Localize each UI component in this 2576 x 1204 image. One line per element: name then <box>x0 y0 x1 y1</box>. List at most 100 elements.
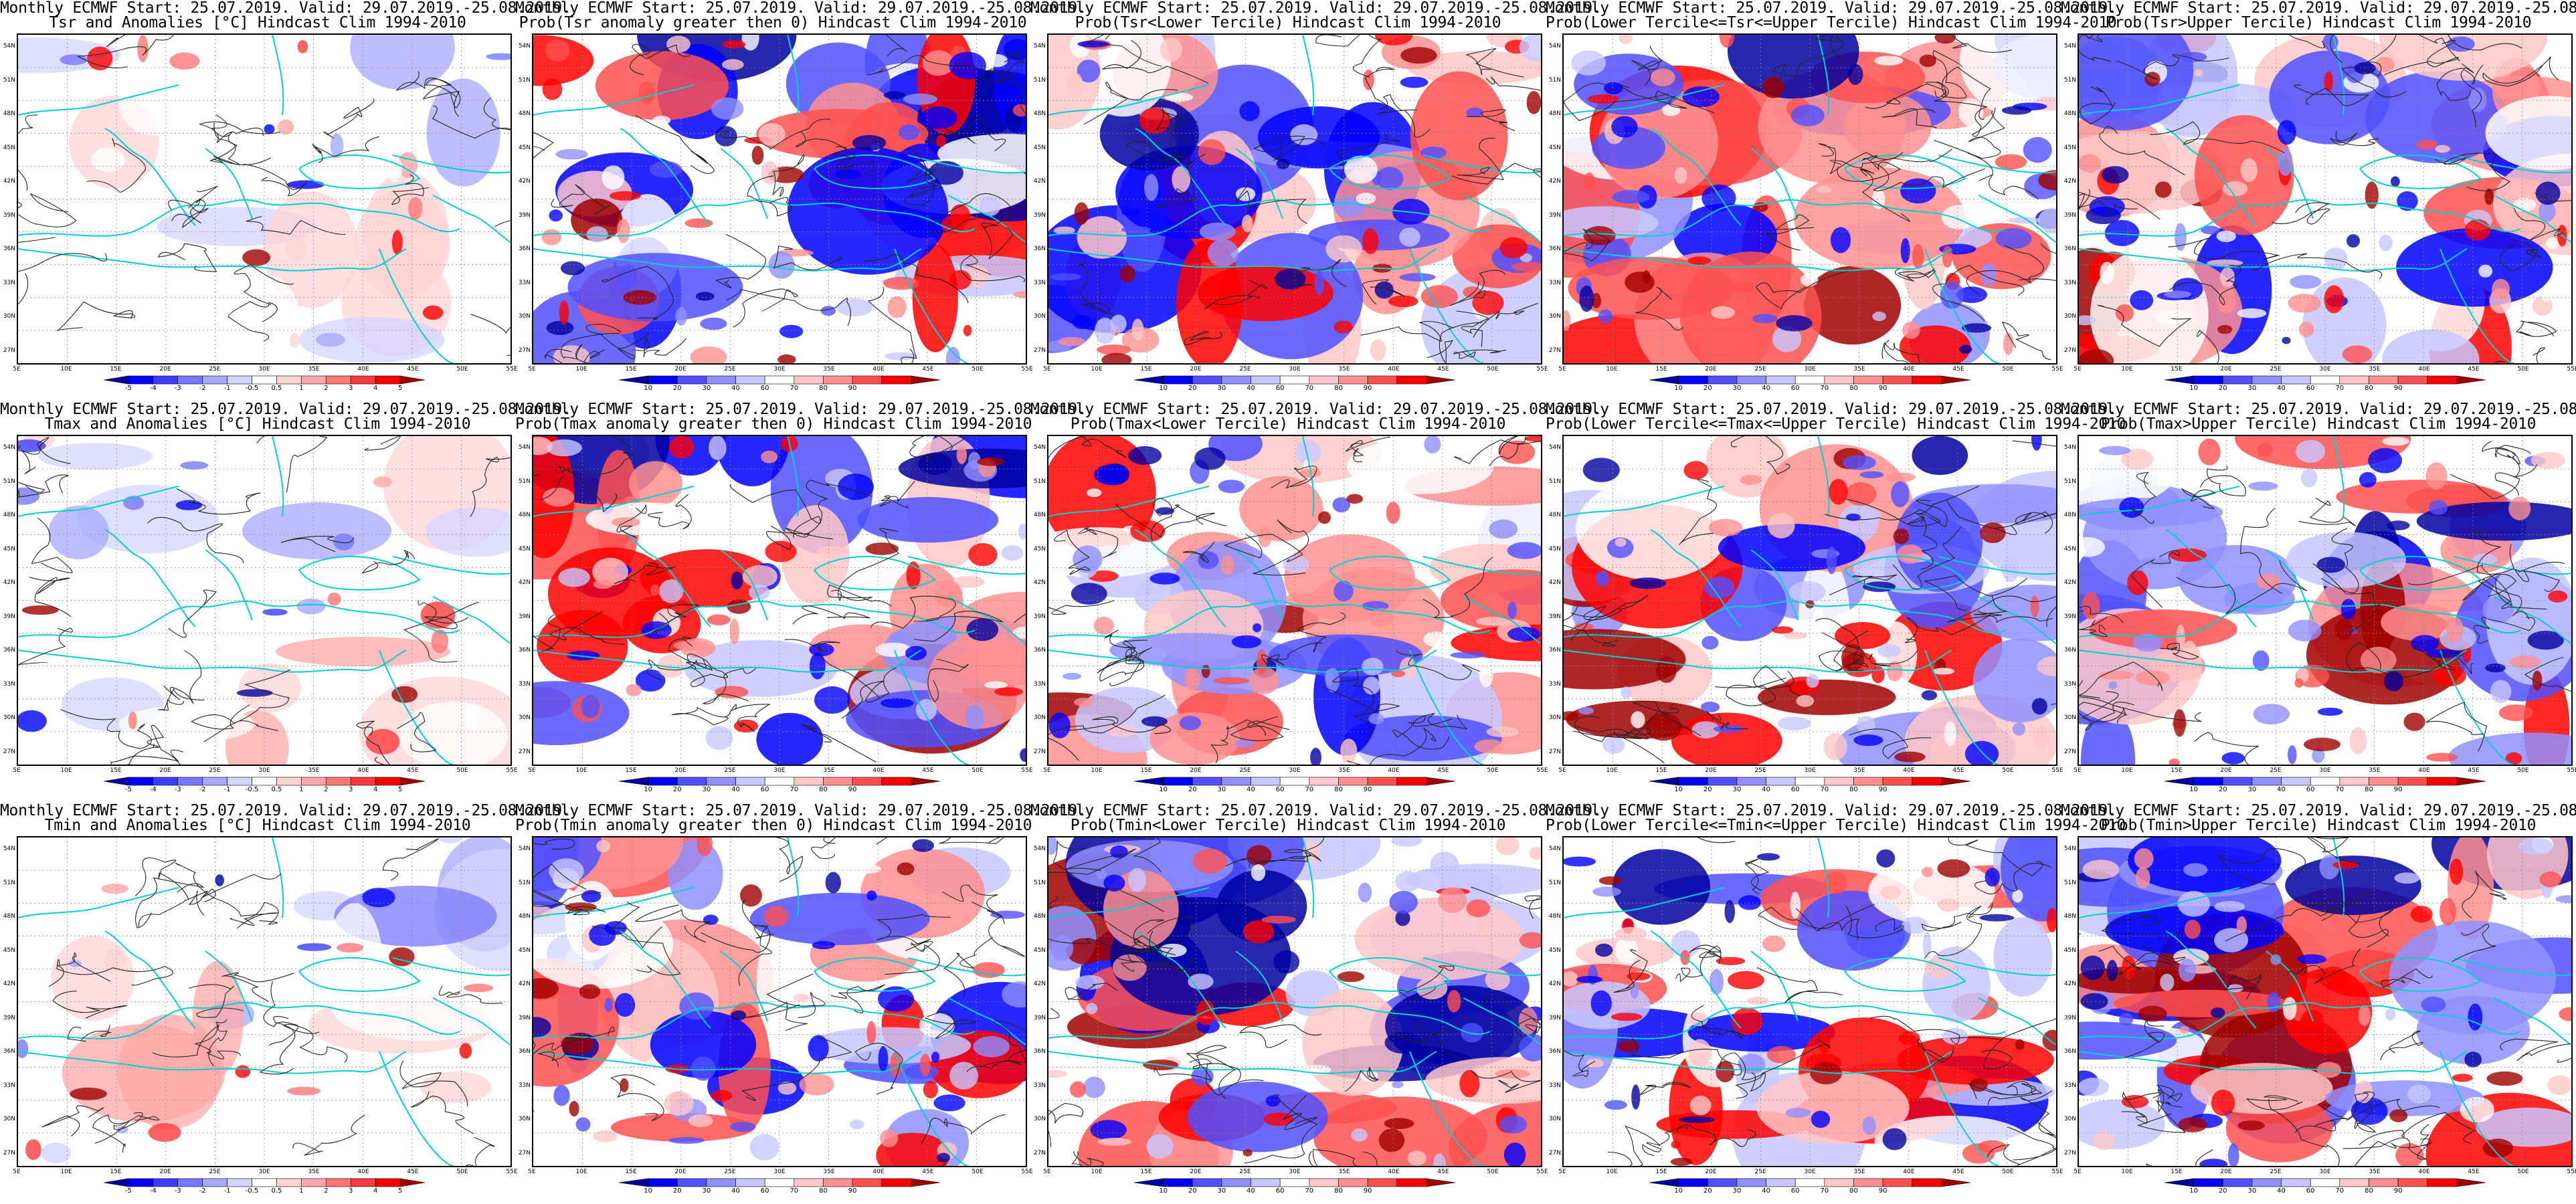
lat-tick-label: 42N <box>518 981 531 988</box>
colorbar-segment <box>1133 375 1164 385</box>
colorbar-tick-label: 90 <box>1878 1187 1888 1195</box>
lat-tick-label: 36N <box>1033 245 1046 253</box>
lat-tick-label: 27N <box>3 347 15 354</box>
lat-tick-label: 45N <box>3 144 15 151</box>
colorbar-segment <box>326 375 351 385</box>
colorbar-segment <box>2456 375 2486 385</box>
panel-title-line1: Monthly ECMWF Start: 25.07.2019. Valid: … <box>0 401 571 418</box>
lat-tick-label: 27N <box>2063 748 2076 755</box>
lon-tick-label: 40E <box>357 767 369 774</box>
colorbar-tick-label: 70 <box>2335 1187 2344 1195</box>
colorbar-tick-label: 30 <box>702 786 711 793</box>
panel-title-line1: Monthly ECMWF Start: 25.07.2019. Valid: … <box>0 802 571 819</box>
colorbar-tick-label: 90 <box>848 385 857 392</box>
colorbar-tick-label: 70 <box>2335 786 2344 793</box>
lon-tick-label: 50E <box>2517 1169 2529 1175</box>
lat-tick-label: 45N <box>3 946 15 954</box>
colorbar-segment <box>1338 1178 1368 1187</box>
lat-tick-label: 42N <box>2063 579 2076 587</box>
colorbar-segment <box>2369 777 2399 786</box>
colorbar-tick-label: 4 <box>373 385 378 392</box>
colorbar-segment <box>301 1178 327 1187</box>
colorbar-tick-label: -3 <box>174 385 181 392</box>
colorbar-tick-label: 70 <box>790 385 799 392</box>
lat-tick-label: 51N <box>2063 879 2076 886</box>
colorbar-segment <box>1941 375 1971 385</box>
map-frame <box>2078 435 2573 766</box>
colorbar-tick-label: 2 <box>324 385 329 392</box>
lon-tick-label: 15E <box>625 366 637 373</box>
lat-tick-label: 51N <box>1548 76 1561 84</box>
lon-tick-label: 15E <box>625 767 637 774</box>
lon-tick-label: 45E <box>407 366 419 373</box>
colorbar-segment <box>1912 1178 1942 1187</box>
lon-tick-label: 35E <box>1338 1169 1350 1175</box>
colorbar-tick-label: 20 <box>672 1187 682 1195</box>
colorbar-segment <box>1426 1178 1456 1187</box>
colorbar-segment <box>2339 375 2369 385</box>
colorbar-segment <box>276 375 302 385</box>
lat-tick-label: 54N <box>518 845 531 852</box>
panel-title-line2: Tmin and Anomalies [°C] Hindcast Clim 19… <box>44 817 471 834</box>
colorbar-segment <box>1251 375 1281 385</box>
colorbar-tick-label: -4 <box>149 786 157 793</box>
lat-tick-label: 48N <box>2063 512 2076 519</box>
colorbar-segment <box>399 777 426 786</box>
lat-tick-label: 39N <box>1033 211 1046 219</box>
map-field <box>1048 436 1541 765</box>
colorbar-tick-label: 60 <box>2306 1187 2315 1195</box>
map-panel: Monthly ECMWF Start: 25.07.2019. Valid: … <box>1546 803 2126 1204</box>
lon-tick-label: 45E <box>1952 1169 1964 1175</box>
colorbar-segment <box>1367 1178 1398 1187</box>
lat-tick-label: 30N <box>1033 313 1046 320</box>
lon-tick-label: 15E <box>1655 1169 1667 1175</box>
lon-tick-label: 25E <box>1239 767 1251 774</box>
colorbar-segment <box>2222 1178 2253 1187</box>
colorbar-tick-label: 0.5 <box>271 786 282 793</box>
colorbar-segment <box>1221 1178 1251 1187</box>
colorbar-segment <box>326 1178 351 1187</box>
colorbar-tick-label: 20 <box>1703 786 1712 793</box>
lat-tick-label: 33N <box>2063 1082 2076 1089</box>
colorbar-tick-label: 30 <box>1732 786 1742 793</box>
colorbar-segment <box>153 777 179 786</box>
colorbar-segment <box>823 777 853 786</box>
lat-tick-label: 42N <box>518 178 531 185</box>
lon-tick-label: 5E <box>1043 767 1051 774</box>
colorbar-tick-label: 60 <box>1275 786 1285 793</box>
colorbar-tick-label: -1 <box>223 1187 231 1195</box>
lon-tick-label: 5E <box>2074 767 2082 774</box>
lon-tick-label: 35E <box>1338 767 1350 774</box>
lon-tick-label: 25E <box>1239 1169 1251 1175</box>
colorbar-segment <box>326 777 351 786</box>
lon-tick-label: 15E <box>110 366 122 373</box>
lon-tick-label: 20E <box>1190 1169 1202 1175</box>
lon-tick-label: 5E <box>1558 366 1566 373</box>
colorbar-tick-label: 60 <box>1790 1187 1800 1195</box>
colorbar <box>103 375 426 385</box>
colorbar-segment <box>648 375 678 385</box>
lon-tick-label: 55E <box>2567 1169 2576 1175</box>
lat-tick-label: 33N <box>3 279 15 286</box>
colorbar-segment <box>1163 1178 1193 1187</box>
lat-tick-label: 48N <box>1033 110 1046 118</box>
lat-tick-label: 27N <box>1548 1150 1561 1157</box>
panel-title-line1: Monthly ECMWF Start: 25.07.2019. Valid: … <box>1030 0 1602 17</box>
colorbar-segment <box>676 777 707 786</box>
lon-tick-label: 55E <box>2051 1169 2063 1175</box>
colorbar-tick-label: 5 <box>397 786 403 793</box>
lat-tick-label: 39N <box>3 1014 15 1021</box>
lat-tick-label: 27N <box>518 748 531 755</box>
lon-tick-label: 20E <box>1705 767 1717 774</box>
lat-tick-label: 45N <box>2063 946 2076 954</box>
colorbar-segment <box>153 1178 179 1187</box>
colorbar-tick-label: 80 <box>2365 1187 2373 1195</box>
colorbar-segment <box>2397 1178 2428 1187</box>
lat-tick-label: 36N <box>1033 647 1046 654</box>
colorbar-segment <box>1192 375 1222 385</box>
lon-tick-label: 30E <box>773 1169 786 1175</box>
lat-tick-label: 30N <box>3 313 15 320</box>
lon-tick-label: 20E <box>2220 767 2232 774</box>
colorbar-tick-label: 80 <box>1334 385 1343 392</box>
map-field <box>18 436 511 765</box>
